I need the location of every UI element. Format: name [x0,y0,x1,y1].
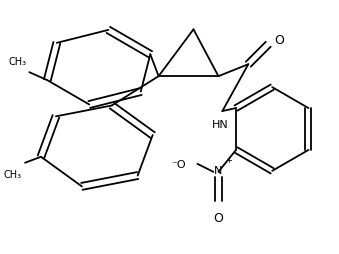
Text: CH₃: CH₃ [4,169,22,179]
Text: HN: HN [212,120,229,130]
Text: N: N [214,165,223,175]
Text: +: + [225,155,232,164]
Text: O: O [274,34,284,46]
Text: O: O [214,211,223,224]
Text: CH₃: CH₃ [8,57,26,67]
Text: ⁻O: ⁻O [171,159,185,169]
